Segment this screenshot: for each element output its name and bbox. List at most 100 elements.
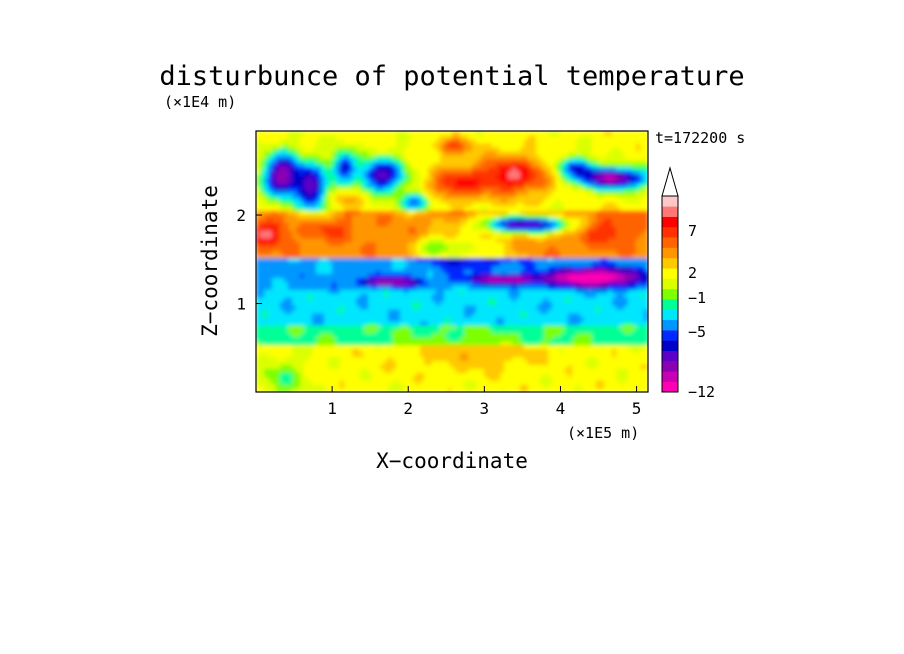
heatmap-cell	[528, 269, 533, 274]
heatmap-cell	[428, 336, 433, 342]
heatmap-cell	[420, 332, 425, 338]
heatmap-cell	[532, 348, 537, 354]
heatmap-cell	[324, 372, 329, 377]
heatmap-cell	[280, 221, 285, 227]
heatmap-cell	[368, 368, 373, 373]
heatmap-cell	[372, 174, 377, 180]
heatmap-cell	[544, 202, 549, 207]
heatmap-cell	[276, 229, 281, 235]
heatmap-cell	[312, 320, 317, 326]
heatmap-cell	[308, 297, 313, 302]
heatmap-cell	[460, 372, 465, 377]
heatmap-cell	[312, 316, 317, 322]
heatmap-cell	[536, 158, 541, 164]
heatmap-cell	[384, 237, 389, 243]
heatmap-cell	[420, 202, 425, 207]
heatmap-cell	[256, 162, 261, 168]
heatmap-cell	[476, 190, 481, 195]
heatmap-cell	[524, 376, 529, 381]
heatmap-cell	[356, 158, 361, 164]
heatmap-cell	[328, 384, 333, 389]
heatmap-cell	[336, 281, 341, 286]
heatmap-cell	[484, 277, 489, 282]
heatmap-cell	[540, 225, 545, 231]
heatmap-cell	[376, 388, 381, 392]
heatmap-cell	[324, 229, 329, 235]
heatmap-cell	[428, 344, 433, 350]
heatmap-cell	[276, 142, 281, 148]
heatmap-cell	[368, 214, 373, 219]
heatmap-cell	[524, 352, 529, 357]
heatmap-cell	[368, 158, 373, 164]
heatmap-cell	[504, 253, 509, 259]
heatmap-cell	[436, 134, 441, 140]
heatmap-cell	[308, 170, 313, 176]
heatmap-cell	[332, 225, 337, 231]
heatmap-cell	[292, 162, 297, 168]
heatmap-cell	[548, 372, 553, 377]
heatmap-cell	[424, 186, 429, 191]
heatmap-cell	[528, 340, 533, 346]
heatmap-cell	[284, 281, 289, 286]
heatmap-cell	[332, 218, 337, 223]
heatmap-cell	[436, 269, 441, 274]
heatmap-cell	[268, 305, 273, 310]
heatmap-cell	[272, 269, 277, 274]
heatmap-cell	[524, 320, 529, 326]
heatmap-cell	[476, 225, 481, 231]
heatmap-cell	[352, 257, 357, 263]
heatmap-cell	[352, 186, 357, 191]
heatmap-cell	[416, 182, 421, 187]
heatmap-cell	[392, 388, 397, 392]
heatmap-cell	[524, 261, 529, 267]
heatmap-cell	[360, 162, 365, 168]
heatmap-cell	[496, 138, 501, 144]
heatmap-cell	[292, 316, 297, 322]
heatmap-cell	[392, 265, 397, 270]
heatmap-cell	[432, 210, 437, 215]
heatmap-cell	[276, 233, 281, 239]
heatmap-cell	[376, 285, 381, 290]
heatmap-cell	[320, 312, 325, 318]
heatmap-cell	[528, 170, 533, 176]
heatmap-cell	[524, 134, 529, 140]
heatmap-cell	[344, 324, 349, 330]
heatmap-cell	[268, 146, 273, 152]
heatmap-cell	[392, 221, 397, 227]
heatmap-cell	[340, 324, 345, 330]
heatmap-cell	[384, 186, 389, 191]
heatmap-cell	[520, 328, 525, 334]
heatmap-cell	[544, 380, 549, 385]
heatmap-cell	[464, 257, 469, 263]
heatmap-cell	[300, 332, 305, 338]
heatmap-cell	[508, 154, 513, 160]
heatmap-cell	[448, 297, 453, 302]
heatmap-cell	[372, 229, 377, 235]
heatmap-cell	[516, 154, 521, 160]
heatmap-cell	[480, 380, 485, 385]
heatmap-cell	[388, 138, 393, 144]
heatmap-cell	[276, 190, 281, 195]
heatmap-cell	[256, 352, 261, 357]
heatmap-cell	[416, 269, 421, 274]
heatmap-cell	[348, 218, 353, 223]
heatmap-cell	[280, 332, 285, 338]
heatmap-cell	[356, 356, 361, 361]
heatmap-cell	[304, 150, 309, 156]
heatmap-cell	[416, 166, 421, 172]
heatmap-cell	[360, 285, 365, 290]
heatmap-cell	[312, 202, 317, 207]
heatmap-cell	[388, 253, 393, 259]
heatmap-cell	[448, 190, 453, 195]
heatmap-cell	[372, 249, 377, 255]
heatmap-cell	[424, 360, 429, 365]
heatmap-cell	[524, 289, 529, 294]
heatmap-cell	[552, 166, 557, 172]
heatmap-cell	[516, 273, 521, 278]
heatmap-cell	[508, 380, 513, 385]
heatmap-cell	[504, 293, 509, 298]
heatmap-cell	[528, 312, 533, 318]
heatmap-cell	[420, 170, 425, 176]
heatmap-cell	[340, 293, 345, 298]
heatmap-cell	[492, 320, 497, 326]
